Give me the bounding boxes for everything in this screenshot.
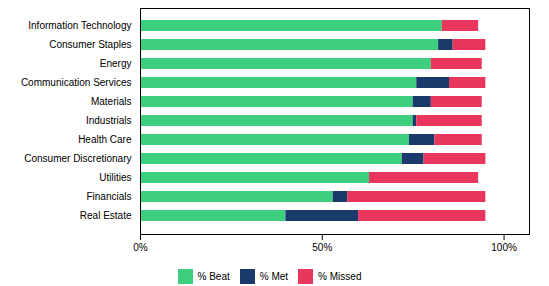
svg-text:Energy: Energy (100, 58, 132, 69)
svg-text:50%: 50% (312, 242, 332, 253)
svg-text:Consumer Discretionary: Consumer Discretionary (24, 153, 131, 164)
svg-text:Consumer Staples: Consumer Staples (49, 39, 131, 50)
html-text:% Beat: % Beat (197, 271, 230, 282)
svg-text:Health Care: Health Care (78, 134, 132, 145)
svg-text:Communication Services: Communication Services (21, 77, 132, 88)
svg-text:Real Estate: Real Estate (80, 210, 132, 221)
svg-text:Utilities: Utilities (99, 172, 131, 183)
svg-text:Industrials: Industrials (86, 115, 132, 126)
svg-text:Financials: Financials (86, 191, 131, 202)
html-text:% Met: % Met (259, 271, 289, 282)
svg-text:Materials: Materials (91, 96, 132, 107)
svg-text:Information Technology: Information Technology (28, 20, 131, 31)
svg-text:100%: 100% (491, 242, 517, 253)
svg-text:0%: 0% (133, 242, 148, 253)
html-text:% Missed: % Missed (318, 271, 362, 282)
